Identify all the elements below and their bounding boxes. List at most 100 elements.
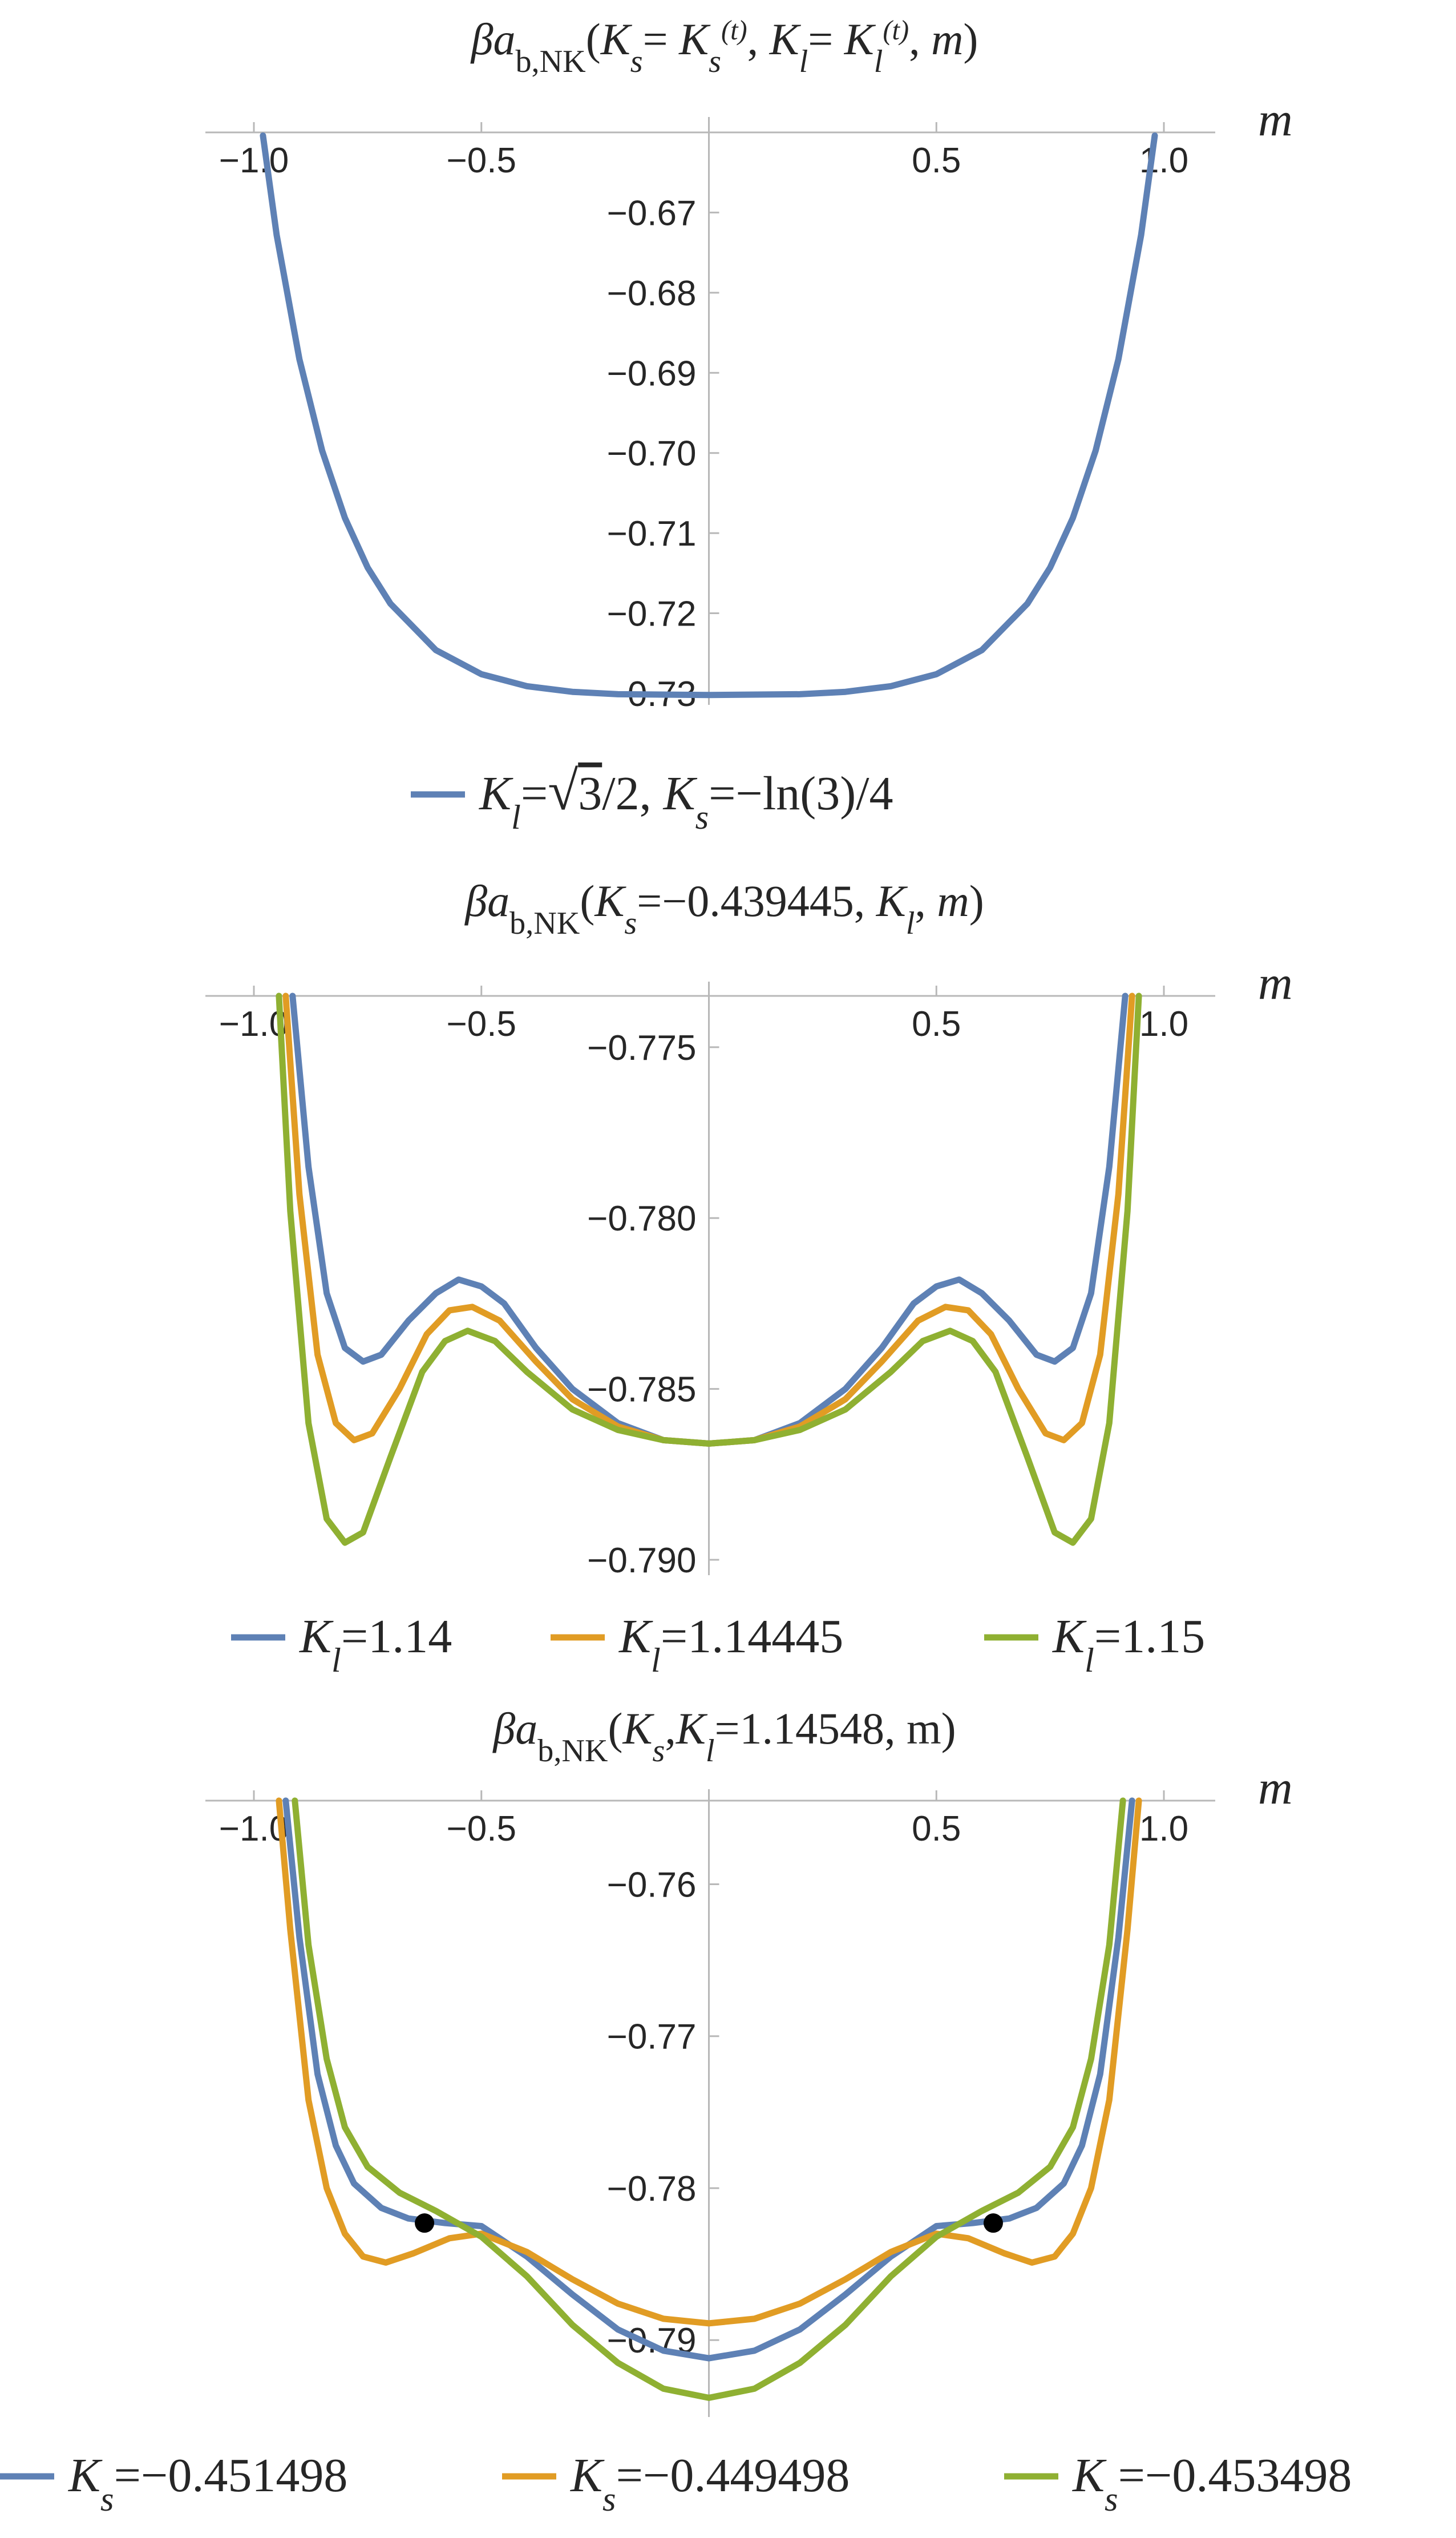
legend-item: Kl=1.15: [984, 1610, 1205, 1680]
chart-title-part: K: [622, 1704, 654, 1753]
chart-title-part: =1.14548, m): [714, 1704, 956, 1753]
x-axis-label: m: [1258, 1761, 1293, 1814]
chart-title-part: b,NK: [515, 44, 585, 79]
x-tick-label: −0.5: [447, 1809, 516, 1849]
x-tick-label: 1.0: [1139, 1004, 1188, 1044]
chart-title-part: ,: [915, 876, 937, 926]
legend-label-part: l: [511, 798, 521, 837]
chart-title-part: l: [874, 44, 883, 79]
chart-title-part: ,: [665, 1704, 676, 1753]
chart-title-part: m: [937, 876, 969, 926]
marker-point: [415, 2213, 435, 2233]
legend-label-part: =−0.453498: [1118, 2449, 1352, 2502]
chart-title-part: K: [876, 876, 908, 926]
legend-label-part: /2,: [602, 767, 663, 820]
y-tick-label: −0.72: [607, 595, 697, 634]
legend-item: Kl=√3/2, Ks=−ln(3)/4: [411, 760, 893, 837]
legend-item: Kl=1.14: [231, 1610, 452, 1680]
x-tick-label: 0.5: [912, 1004, 961, 1044]
chart-title-part: m: [931, 14, 963, 64]
chart-panel-3: βab,NK(Ks,Kl=1.14548, m)−1.0 −0.5 0.5 1.0m−…: [0, 1704, 1352, 2519]
legend-label-part: √: [548, 760, 578, 821]
legend-label: Ks=−0.449498: [570, 2449, 850, 2519]
legend: Kl=1.14 Kl=1.14445 Kl=1.15: [231, 1610, 1205, 1680]
legend-label-part: l: [651, 1641, 661, 1680]
chart-title-part: s: [630, 44, 643, 79]
chart-title-part: (: [586, 14, 601, 64]
chart-title-part: l: [906, 906, 915, 941]
chart-panel-2: βab,NK(Ks=−0.439445, Kl, m)−1.0 −0.5 0.5 1.…: [205, 876, 1293, 1680]
y-tick-label: −0.78: [607, 2169, 697, 2209]
legend-label-part: K: [68, 2449, 103, 2502]
series-line-1: [282, 1797, 1135, 2362]
chart-title-part: K: [594, 876, 626, 926]
x-tick-label: 0.5: [912, 141, 961, 180]
legend-label-part: =−0.451498: [114, 2449, 348, 2502]
legend-label: Kl=1.14445: [618, 1610, 843, 1680]
x-tick-label: −1.0: [219, 141, 289, 180]
chart-title-part: βa: [492, 1704, 537, 1753]
x-tick-label: 0.5: [912, 1809, 961, 1849]
legend-label-part: s: [100, 2480, 114, 2519]
chart-title-part: ,: [747, 14, 770, 64]
legend-label: Ks=−0.451498: [68, 2449, 347, 2519]
legend-label-part: l: [331, 1641, 341, 1680]
legend-label-part: s: [695, 798, 709, 837]
y-tick-label: −0.71: [607, 514, 697, 554]
y-tick-label: −0.790: [587, 1541, 696, 1580]
chart-panel-1: βab,NK(Ks= Ks(t), Kl= Kl(t), m)−1.0 −0.5 0…: [205, 14, 1293, 837]
chart-title-part: K: [678, 14, 711, 64]
chart-title: βab,NK(Ks,Kl=1.14548, m): [492, 1704, 956, 1769]
chart-title-part: b,NK: [509, 906, 580, 941]
x-tick-label: −0.5: [447, 1004, 516, 1044]
legend-label-part: K: [618, 1610, 653, 1663]
chart-title-part: (: [580, 876, 594, 926]
chart-title-part: K: [676, 1704, 708, 1753]
chart-title-part: l: [706, 1733, 715, 1769]
y-tick-label: −0.77: [607, 2018, 697, 2057]
legend-label-part: =: [521, 767, 548, 820]
chart-title-part: =: [643, 14, 680, 64]
y-tick-label: −0.67: [607, 193, 697, 233]
legend-label-part: K: [570, 2449, 605, 2502]
legend-label-part: 3: [578, 767, 602, 820]
x-axis-label: m: [1258, 957, 1293, 1010]
legend-label-part: =−ln(3)/4: [709, 767, 893, 820]
legend-label-part: K: [479, 767, 513, 820]
legend-label-part: =1.15: [1094, 1610, 1205, 1663]
y-tick-label: −0.775: [587, 1028, 696, 1068]
legend-label-part: s: [1105, 2480, 1118, 2519]
chart-title-part: s: [652, 1733, 665, 1769]
legend-label-part: K: [299, 1610, 334, 1663]
legend-label: Kl=1.15: [1052, 1610, 1205, 1680]
series-line-1: [260, 132, 1158, 699]
chart-title-part: βa: [470, 14, 516, 64]
legend-label: Ks=−0.453498: [1072, 2449, 1352, 2519]
legend-label-part: =1.14445: [661, 1610, 843, 1663]
series-line-3: [292, 1797, 1126, 2401]
y-tick-label: −0.780: [587, 1199, 696, 1238]
chart-title: βab,NK(Ks=−0.439445, Kl, m): [464, 876, 984, 941]
chart-title-part: s: [624, 906, 637, 941]
chart-title-part: =: [808, 14, 844, 64]
chart-title-part: (t): [883, 15, 909, 46]
legend: Ks=−0.451498 Ks=−0.449498 Ks=−0.453498: [0, 2449, 1352, 2519]
series-line-2: [276, 1797, 1142, 2327]
legend-label-part: l: [1085, 1641, 1094, 1680]
legend: Kl=√3/2, Ks=−ln(3)/4: [411, 760, 893, 837]
chart-title-part: K: [844, 14, 876, 64]
x-axis-label: m: [1258, 93, 1293, 146]
chart-title-part: =−0.439445,: [637, 876, 876, 926]
y-tick-label: −0.76: [607, 1865, 697, 1904]
legend-label-part: =1.14: [341, 1610, 452, 1663]
x-tick-label: 1.0: [1139, 1809, 1188, 1849]
series-line-3: [276, 992, 1142, 1546]
chart-title-part: K: [769, 14, 802, 64]
y-tick-label: −0.69: [607, 354, 697, 393]
legend-label-part: K: [1052, 1610, 1087, 1663]
legend-label-part: K: [663, 767, 698, 820]
chart-title-part: K: [600, 14, 633, 64]
legend-label-part: s: [602, 2480, 616, 2519]
legend-item: Kl=1.14445: [551, 1610, 843, 1680]
x-tick-label: −0.5: [447, 141, 516, 180]
